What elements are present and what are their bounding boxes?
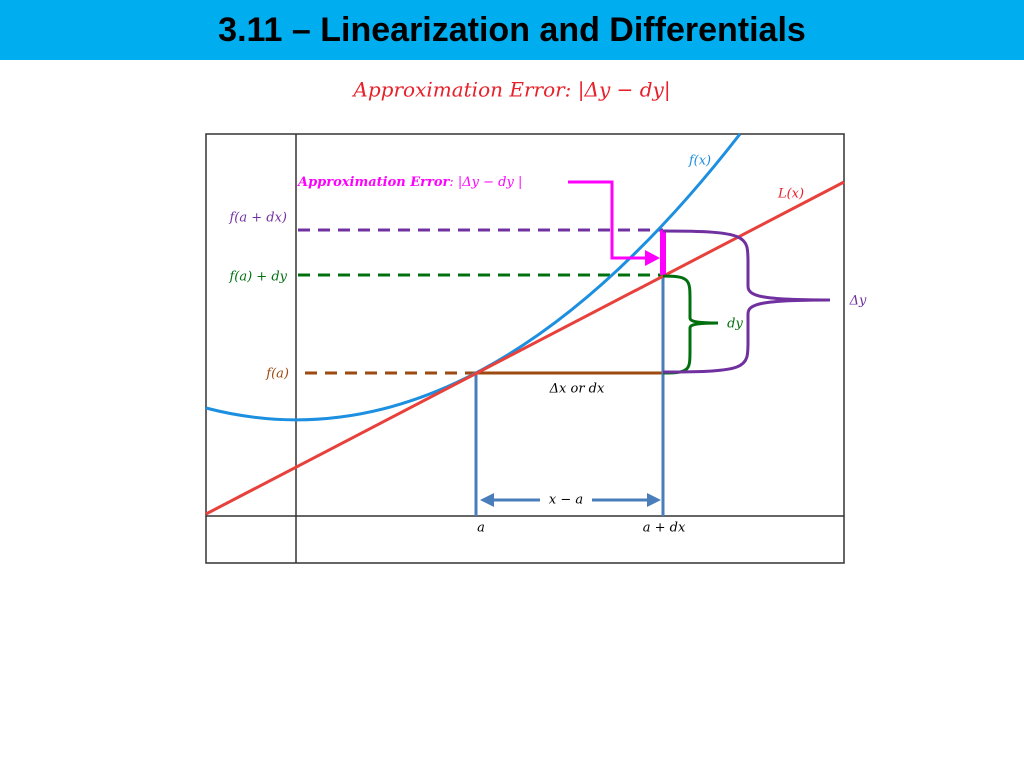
error-arrowhead xyxy=(645,250,660,266)
label-dx: Δx or dx xyxy=(549,382,605,397)
label-dy: dy xyxy=(727,317,743,332)
label-f-a-dx: f(a + dx) xyxy=(228,211,287,226)
label-L: L(x) xyxy=(777,187,804,202)
label-f-a: f(a) xyxy=(265,367,289,382)
label-f-a-dy: f(a) + dy xyxy=(228,270,287,285)
label-f: f(x) xyxy=(688,154,711,169)
header-title: 3.11 – Linearization and Differentials xyxy=(218,11,806,49)
diagram: f(x) L(x) Approximation Error: |Δy − dy … xyxy=(205,133,867,564)
brace-dy xyxy=(662,274,719,375)
label-a: a xyxy=(477,521,485,536)
label-a-dx: a + dx xyxy=(643,521,686,536)
frame xyxy=(205,133,845,564)
annotation-formula: : |Δy − dy | xyxy=(449,175,522,190)
error-arrow xyxy=(568,180,650,260)
span-arrowhead-right xyxy=(647,493,661,507)
subtitle: Approximation Error: |Δy − dy| xyxy=(351,78,670,103)
header-bar xyxy=(0,0,1024,60)
label-span: x − a xyxy=(549,493,583,508)
annotation: Approximation Error: |Δy − dy | xyxy=(296,175,522,190)
span-label-bg xyxy=(540,490,592,510)
brace-delta-y xyxy=(662,229,831,374)
annotation-label: Approximation Error xyxy=(296,175,451,190)
label-delta-y: Δy xyxy=(849,294,867,309)
span-arrowhead-left xyxy=(480,493,494,507)
